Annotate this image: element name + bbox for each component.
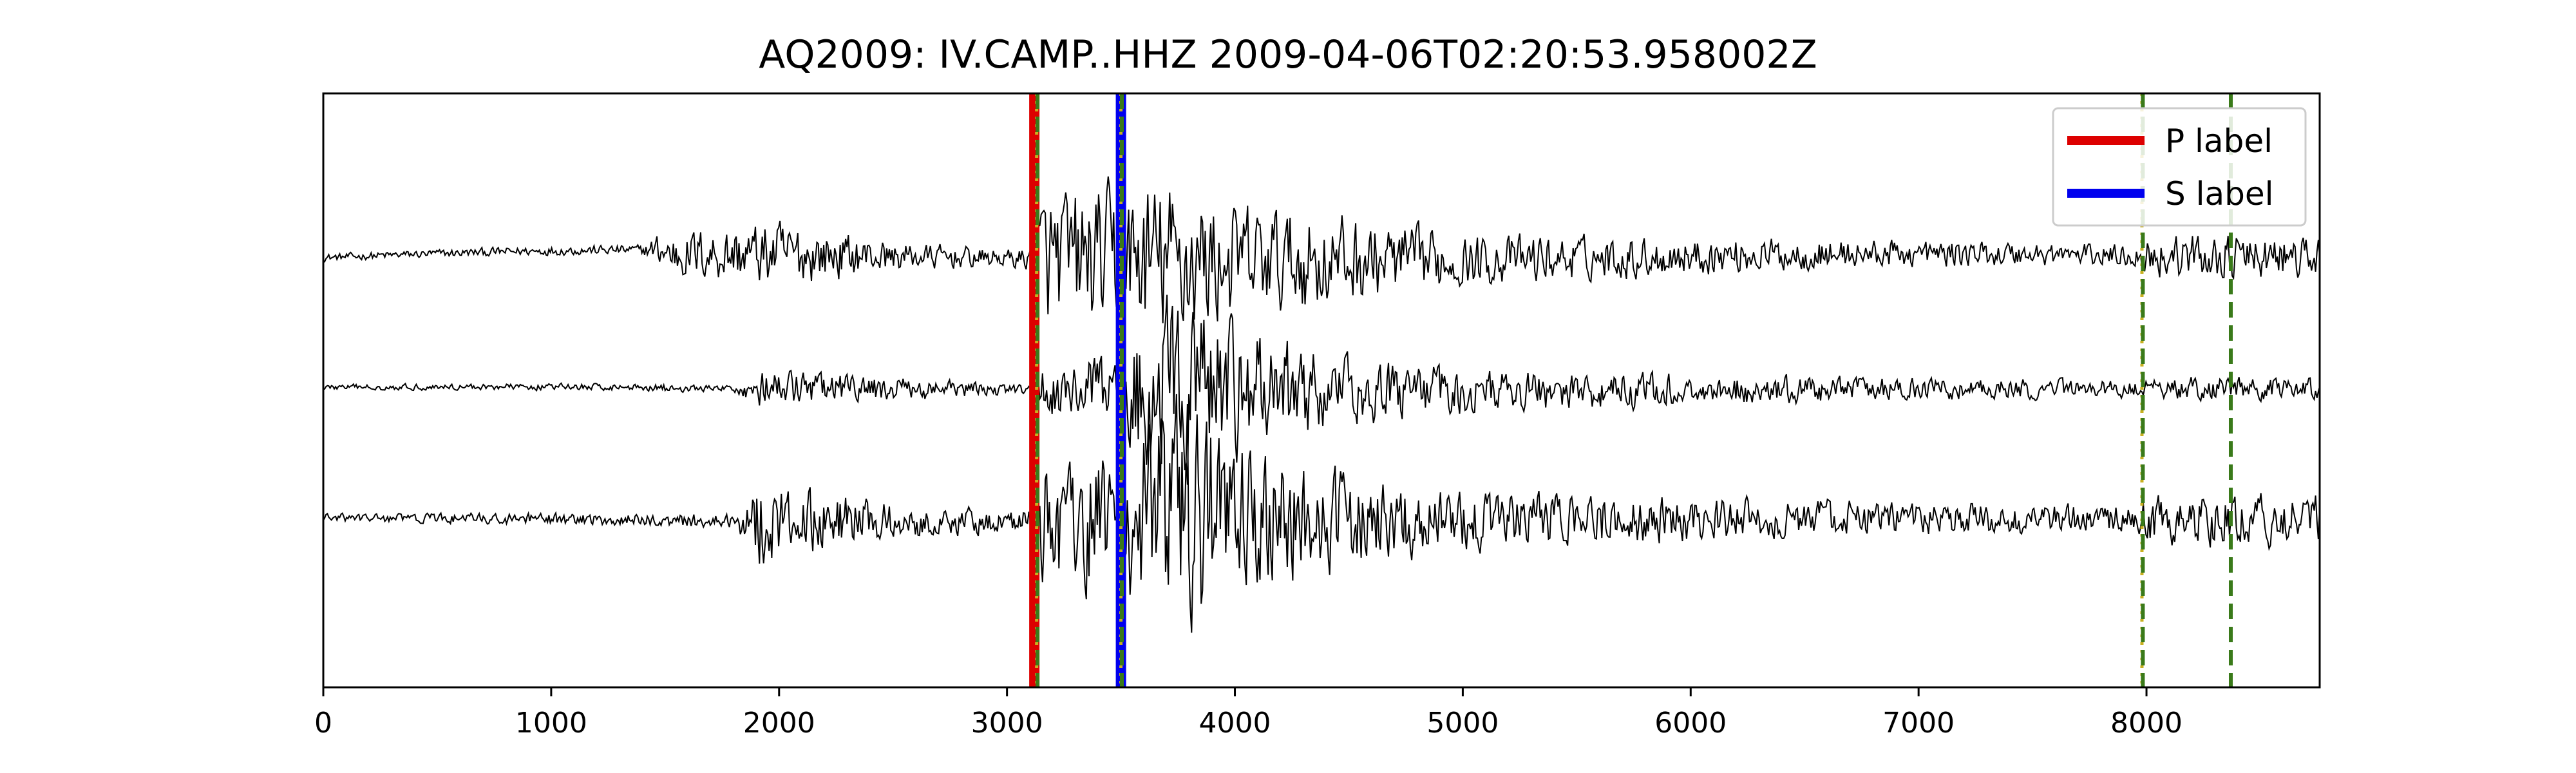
- x-tick-label: 0: [314, 707, 332, 740]
- x-tick-label: 3000: [971, 707, 1043, 740]
- x-tick-label: 2000: [743, 707, 815, 740]
- legend-label-s: S label: [2165, 175, 2274, 213]
- legend: P label S label: [2052, 107, 2307, 227]
- waveform-traces: [323, 176, 2320, 633]
- plot-frame: [322, 92, 2321, 689]
- x-tick-label: 1000: [515, 707, 587, 740]
- plot-area: 0 1000 2000 3000 4000 5000 6000 7000 8000: [314, 92, 2321, 740]
- chart-title: AQ2009: IV.CAMP..HHZ 2009-04-06T02:20:53…: [759, 32, 1817, 77]
- x-tick-label: 6000: [1654, 707, 1727, 740]
- x-axis: 0 1000 2000 3000 4000 5000 6000 7000 8000: [314, 687, 2183, 740]
- waveform-trace-3: [323, 394, 2320, 633]
- waveform-trace-1: [323, 176, 2320, 323]
- waveform-trace-2: [323, 294, 2320, 485]
- legend-label-p: P label: [2165, 122, 2273, 160]
- x-tick-label: 5000: [1426, 707, 1499, 740]
- x-tick-label: 8000: [2110, 707, 2183, 740]
- x-tick-label: 4000: [1199, 707, 1271, 740]
- x-tick-label: 7000: [1882, 707, 1955, 740]
- plot-background: [323, 93, 2320, 687]
